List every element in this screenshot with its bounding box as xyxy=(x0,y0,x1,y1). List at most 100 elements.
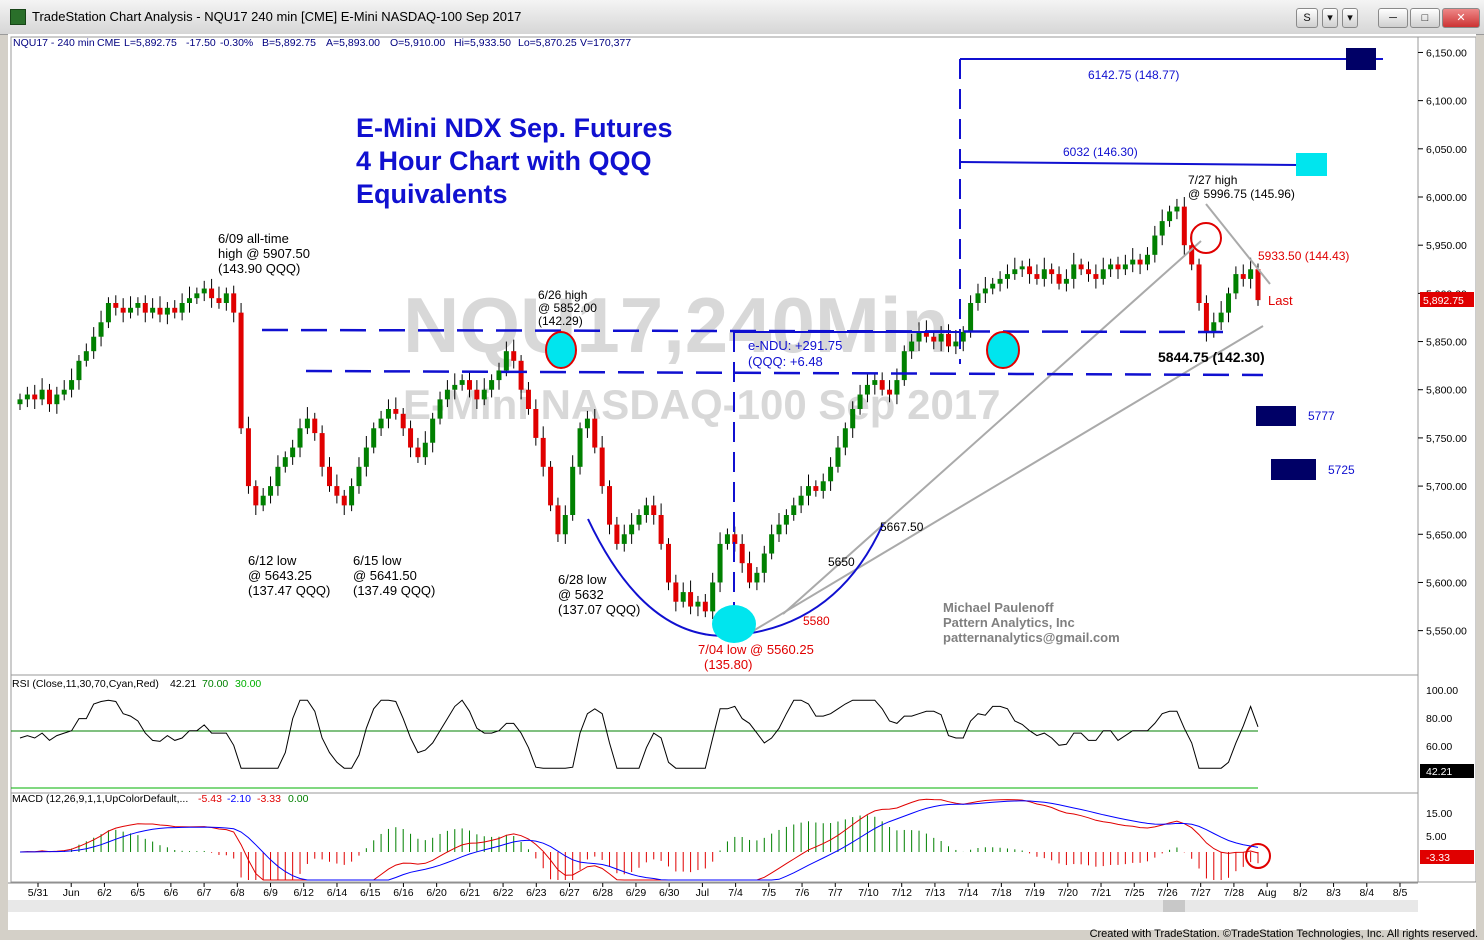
date-tick-label: 7/26 xyxy=(1157,887,1178,899)
annot-5844: 5844.75 (142.30) xyxy=(1158,349,1265,365)
date-tick-label: 6/5 xyxy=(130,887,145,899)
price-axis-panel xyxy=(1417,36,1477,883)
window-menu-dropdown-2[interactable]: ▾ xyxy=(1342,8,1358,28)
candle-body xyxy=(1130,259,1136,265)
candle-body xyxy=(916,331,922,342)
candle-body xyxy=(828,466,834,482)
candle-body xyxy=(946,333,951,347)
candle-body xyxy=(607,486,613,525)
candle-body xyxy=(577,428,583,467)
candle-body xyxy=(791,505,797,515)
trendline-support-steep xyxy=(782,240,1202,615)
macd-value-4: 0.00 xyxy=(288,793,309,805)
candle-body xyxy=(393,409,399,414)
date-tick-label: 6/22 xyxy=(493,887,514,899)
candle-body xyxy=(673,582,679,602)
candle-body xyxy=(172,307,178,313)
price-tick-label: 5,700.00 xyxy=(1426,481,1467,493)
candle-body xyxy=(304,418,310,429)
price-panel xyxy=(10,36,1419,676)
date-tick-label: 7/25 xyxy=(1124,887,1145,899)
date-tick-label: 8/3 xyxy=(1326,887,1341,899)
date-tick-label: 7/27 xyxy=(1190,887,1211,899)
close-button[interactable]: ✕ xyxy=(1442,8,1480,28)
candle-body xyxy=(724,534,730,544)
date-tick-label: 8/4 xyxy=(1359,887,1374,899)
candle-body xyxy=(1255,269,1261,301)
date-tick-label: Jul xyxy=(696,887,709,899)
macd-value-tag xyxy=(1420,850,1474,864)
candle-body xyxy=(503,351,509,371)
candle-body xyxy=(621,534,627,544)
candle-body xyxy=(481,389,487,400)
candle-body xyxy=(1233,274,1239,294)
symbol-link-button[interactable]: S xyxy=(1296,8,1318,28)
candle-body xyxy=(385,409,391,419)
title-line-2: 4 Hour Chart with QQQ xyxy=(356,146,652,176)
candle-body xyxy=(415,447,421,458)
price-axis-ticks: 6,150.00 6,100.00 6,050.00 6,000.00 5,950.00… xyxy=(1418,47,1467,638)
scrollbar-thumb[interactable] xyxy=(1163,900,1185,912)
candle-body xyxy=(422,442,428,458)
candle-body xyxy=(761,553,767,573)
annot-615-1: 6/15 low xyxy=(353,553,402,568)
candle-body xyxy=(658,515,664,544)
trendline-support-shallow xyxy=(752,325,1264,632)
annot-endu-2: (QQQ: +6.48 xyxy=(748,354,823,369)
rsi-tick-80: 80.00 xyxy=(1426,713,1452,725)
candle-body xyxy=(444,389,450,400)
candle-body xyxy=(231,293,237,313)
candle-body xyxy=(990,283,996,289)
candle-body xyxy=(223,293,229,303)
candle-body xyxy=(157,307,163,315)
support-box-5725 xyxy=(1271,459,1316,480)
horizontal-scrollbar[interactable] xyxy=(8,900,1418,912)
date-tick-label: 7/7 xyxy=(828,887,843,899)
chart-area[interactable]: NQU17 - 240 min CME L=5,892.75 -17.50 -0… xyxy=(8,34,1477,930)
window-menu-dropdown[interactable]: ▾ xyxy=(1322,8,1338,28)
annotation-labels-red: 7/04 low @ 5560.25 (135.80) 5580 5933.50… xyxy=(698,249,1349,672)
candle-body xyxy=(533,409,539,438)
highlight-6-26-high xyxy=(545,331,577,369)
candle-body xyxy=(1034,274,1040,279)
candle-body xyxy=(120,307,126,313)
date-tick-label: 7/18 xyxy=(991,887,1012,899)
candle-body xyxy=(923,331,929,337)
footer-credit: Created with TradeStation. ©TradeStation… xyxy=(1089,928,1478,940)
annot-727-2: @ 5996.75 (145.96) xyxy=(1188,187,1295,201)
candle-body xyxy=(857,394,863,409)
highlight-7-04-low xyxy=(712,605,756,643)
chart-title-block: E-Mini NDX Sep. Futures 4 Hour Chart wit… xyxy=(356,113,673,209)
candle-body xyxy=(872,380,878,385)
candle-body xyxy=(216,298,222,303)
author-email: patternanalytics@gmail.com xyxy=(943,630,1120,645)
support-box-5777 xyxy=(1256,406,1296,426)
date-tick-label: 6/9 xyxy=(263,887,278,899)
annot-5580: 5580 xyxy=(803,614,830,628)
rsi-overbought-value: 70.00 xyxy=(202,678,228,690)
candle-body xyxy=(253,486,259,506)
minimize-button[interactable]: ─ xyxy=(1378,8,1408,28)
date-tick-label: 7/19 xyxy=(1024,887,1045,899)
candle-body xyxy=(1211,322,1217,332)
date-tick-label: 6/2 xyxy=(97,887,112,899)
price-tick-label: 6,050.00 xyxy=(1426,144,1467,156)
candle-body xyxy=(702,601,708,612)
watermark-description: E-Mini NASDAQ-100 Sep 2017 xyxy=(403,381,1001,428)
price-tick-label: 5,550.00 xyxy=(1426,626,1467,638)
header-bid: B=5,892.75 xyxy=(262,37,316,49)
candle-body xyxy=(747,563,753,583)
last-price-tag-text: 5,892.75 xyxy=(1423,295,1464,307)
date-tick-label: 7/10 xyxy=(858,887,879,899)
candle-body xyxy=(1093,274,1099,279)
candle-body xyxy=(1056,274,1062,284)
candle-body xyxy=(960,331,966,342)
candle-body xyxy=(1100,269,1106,279)
target-6032-line xyxy=(959,161,1299,166)
candle-body xyxy=(61,389,67,395)
candle-body xyxy=(1049,269,1055,275)
maximize-button[interactable]: □ xyxy=(1410,8,1440,28)
date-tick-label: 6/12 xyxy=(294,887,315,899)
rsi-panel xyxy=(10,674,1419,794)
price-tick-label: 5,650.00 xyxy=(1426,529,1467,541)
